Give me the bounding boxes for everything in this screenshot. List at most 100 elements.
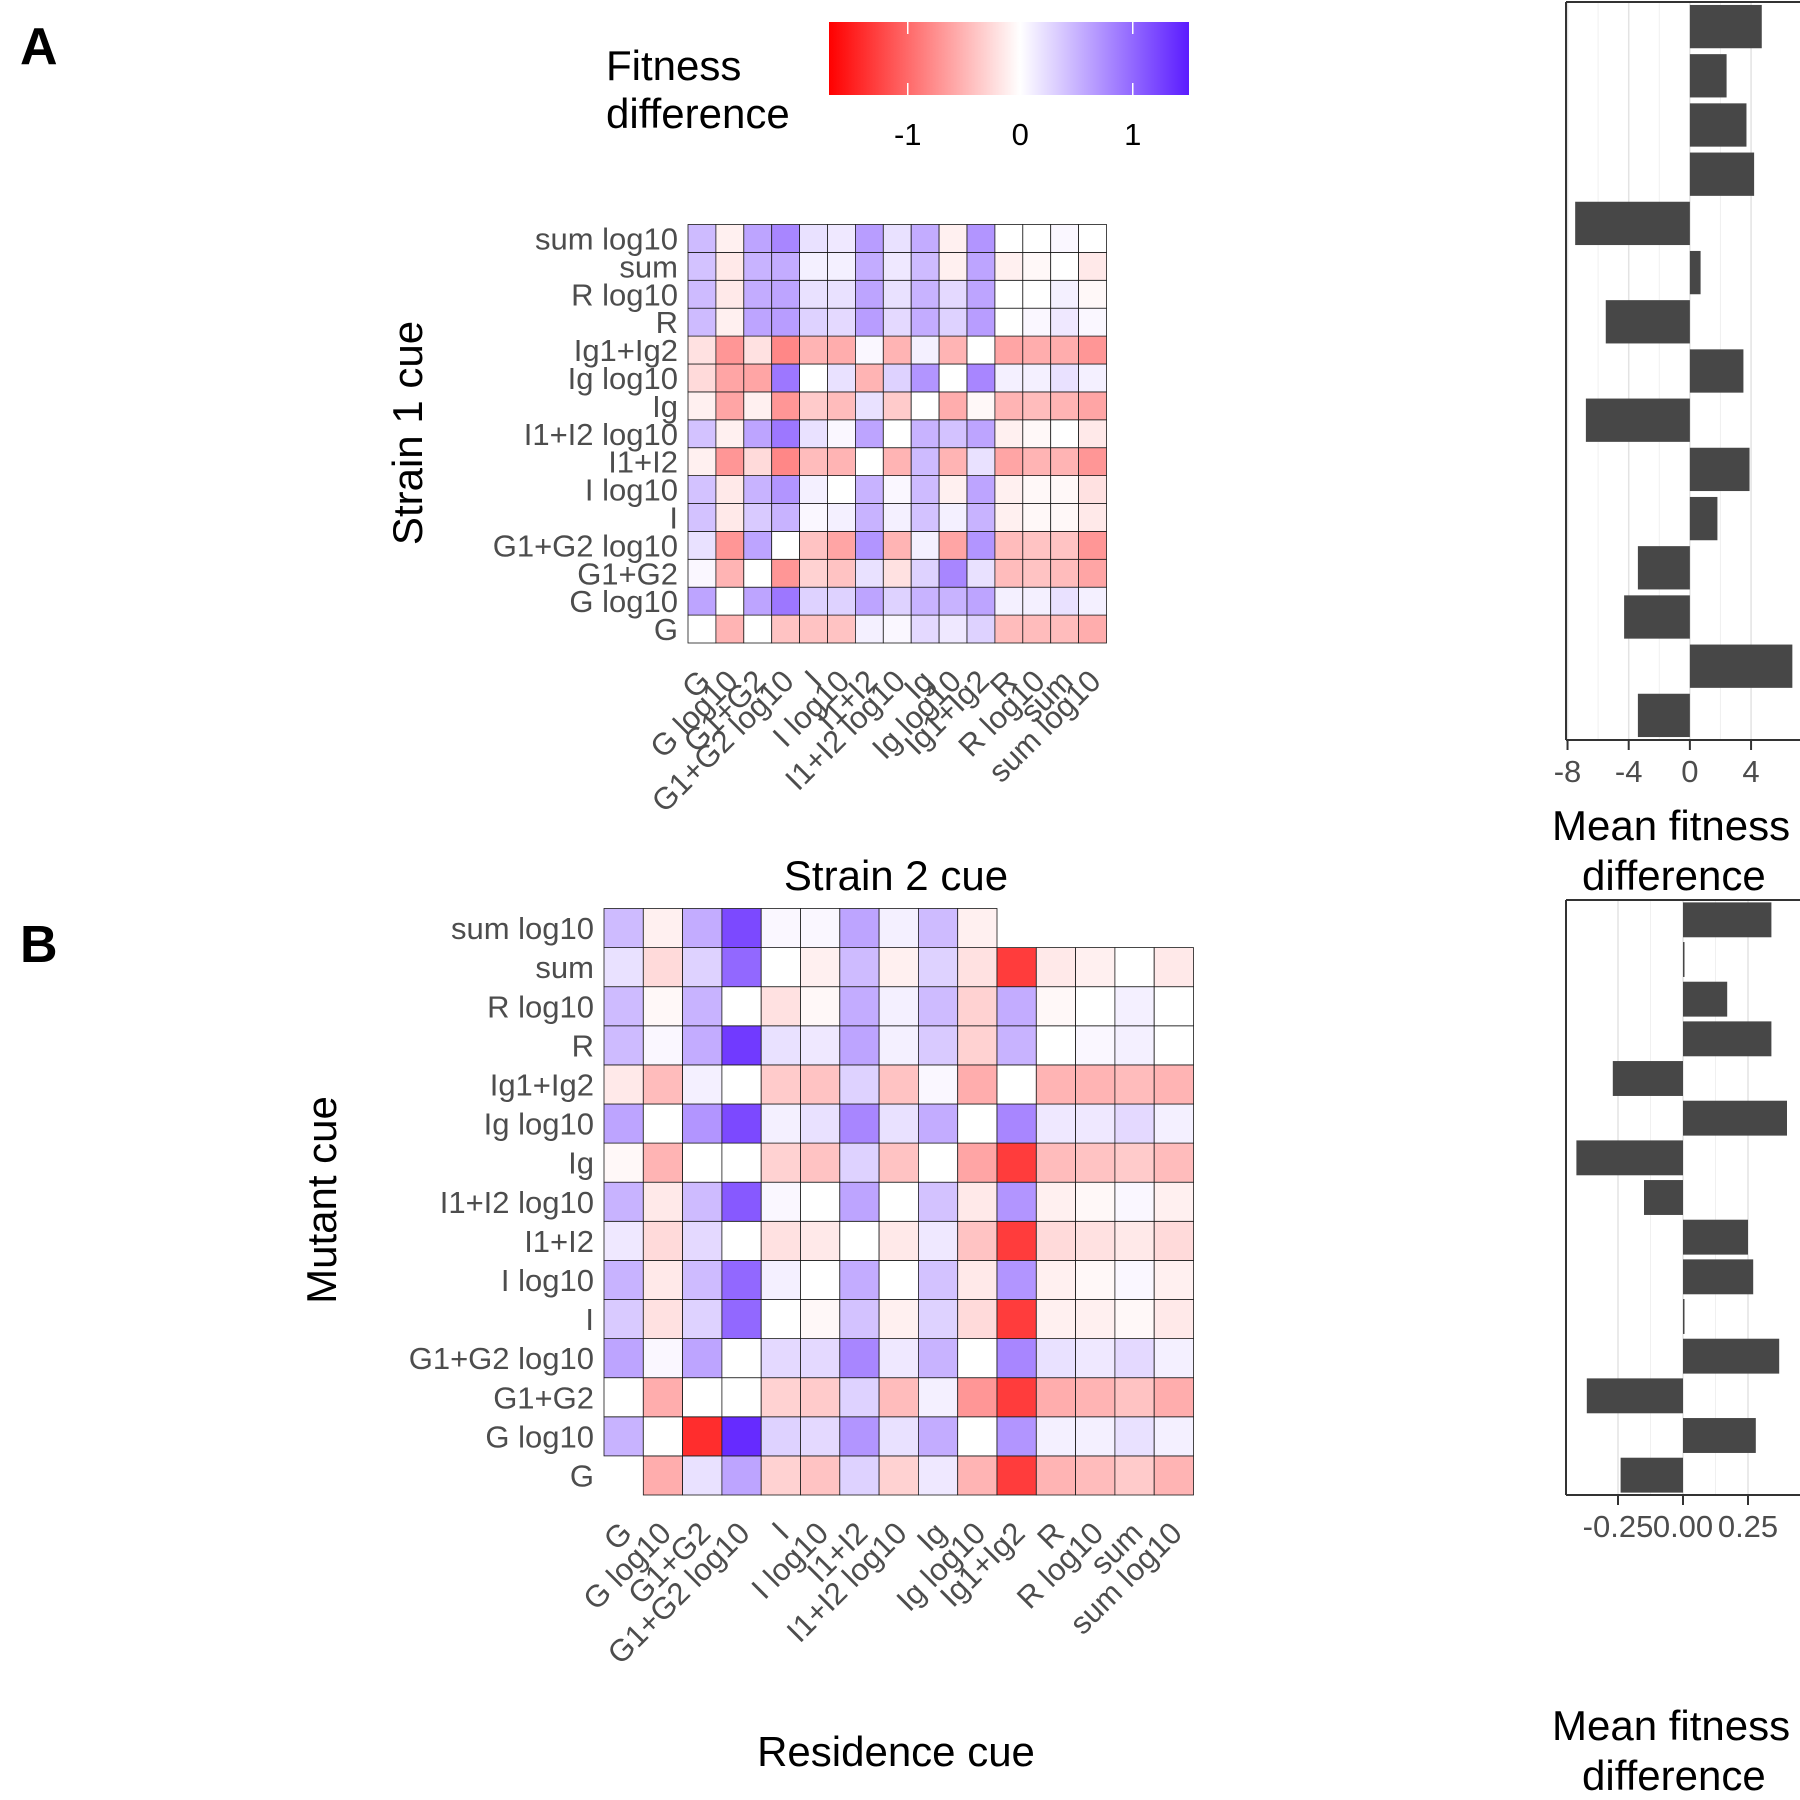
heatmap-cell-g1-g2-g1-g2-log10: [721, 1377, 762, 1418]
heatmap-cell-g1-g2-i: [799, 558, 828, 588]
heatmap-cell-i-log10-g-log10: [642, 1260, 683, 1300]
y-tick-label-sum: sum: [535, 950, 594, 985]
heatmap-cell-i-log10-sum: [1114, 1260, 1155, 1300]
legend-title-line1: Fitness: [606, 42, 741, 89]
heatmap-cell-i-r-log10: [1075, 1299, 1116, 1339]
bar-ig1-ig2: [1612, 1061, 1683, 1096]
heatmap-cell-g1-g2-log10-r-log10: [1022, 531, 1052, 560]
heatmap-cell-ig1-ig2-ig1-ig2: [966, 335, 996, 365]
heatmap-cell-i-r-log10: [1022, 503, 1052, 532]
y-tick-label-i1-i2: I1+I2: [608, 445, 678, 480]
heatmap-cell-ig1-ig2-g-log10: [642, 1064, 683, 1105]
heatmap-cell-sum-r: [994, 251, 1024, 281]
heatmap-cell-ig-ig: [918, 1142, 959, 1183]
heatmap-cell-r-ig1-ig2: [966, 307, 996, 337]
heatmap-cell-g1-g2-log10-i1-i2-log10: [878, 1338, 919, 1379]
heatmap-cell-g-log10-i: [760, 1416, 801, 1457]
heatmap-cell-i-log10-ig: [910, 475, 940, 504]
heatmap-cell-i1-i2-log10-i1-i2-log10: [882, 419, 912, 449]
heatmap-cell-ig-g-log10: [715, 391, 745, 421]
heatmap-cell-i-sum: [1050, 503, 1079, 532]
heatmap-cell-ig-g1-g2: [743, 391, 773, 421]
heatmap-cell-i-ig: [910, 503, 940, 532]
heatmap-cell-g-log10-g: [687, 586, 717, 616]
heatmap-cell-sum-log10-g: [687, 224, 717, 253]
heatmap-cell-sum-i1-i2: [839, 947, 880, 988]
heatmap-cell-g-g1-g2-log10: [771, 614, 801, 644]
heatmap-cell-g1-g2-sum-log10: [1078, 558, 1107, 588]
heatmap-cell-ig-g-log10: [642, 1142, 683, 1183]
y-tick-label-g-log10: G log10: [485, 1419, 594, 1454]
bar-tick-label: -0.25: [1583, 1509, 1654, 1544]
heatmap-cell-ig1-ig2-r-log10: [1022, 335, 1052, 365]
heatmap-cell-i1-i2-ig: [918, 1220, 959, 1261]
heatmap-cell-ig-log10-g1-g2: [682, 1103, 723, 1144]
heatmap-cell-r-g1-g2: [743, 307, 773, 337]
heatmap-cell-i-log10-sum: [1050, 475, 1079, 504]
heatmap-cell-sum-log10-g-log10: [715, 224, 745, 253]
heatmap-cell-i-g-log10: [642, 1299, 683, 1339]
y-tick-label-ig1-ig2: Ig1+Ig2: [490, 1067, 594, 1102]
heatmap-cell-ig-log10-r: [994, 363, 1024, 393]
panel-a-bar-title-line2: difference: [1582, 852, 1766, 899]
heatmap-cell-g-ig: [918, 1455, 959, 1496]
heatmap-cell-g1-g2-sum: [1114, 1377, 1155, 1418]
heatmap-cell-i-i-log10: [800, 1299, 841, 1339]
heatmap-cell-ig-ig-log10: [957, 1142, 998, 1183]
heatmap-cell-i1-i2-log10-g: [603, 1181, 644, 1222]
heatmap-cell-g-sum: [1114, 1455, 1155, 1496]
heatmap-cell-g-r-log10: [1075, 1455, 1116, 1496]
heatmap-cell-r-log10-ig-log10: [957, 986, 998, 1027]
heatmap-cell-g-r: [1035, 1455, 1077, 1496]
panel-a-bar-title-line1: Mean fitness: [1552, 802, 1790, 849]
heatmap-cell-g1-g2-g-log10: [642, 1377, 683, 1418]
bar-ig-log10: [1689, 250, 1701, 295]
heatmap-cell-i1-i2-log10-sum-log10: [1153, 1181, 1194, 1222]
heatmap-cell-g1-g2-r: [994, 558, 1024, 588]
heatmap-cell-g1-g2-ig1-ig2: [996, 1377, 1037, 1418]
heatmap-cell-i-i1-i2-log10: [882, 503, 912, 532]
heatmap-cell-ig-log10-sum: [1114, 1103, 1155, 1144]
heatmap-cell-g-log10-i1-i2: [839, 1416, 880, 1457]
heatmap-cell-i1-i2-log10-ig: [918, 1181, 959, 1222]
heatmap-cell-g1-g2-log10-r: [1035, 1338, 1077, 1379]
heatmap-cell-g1-g2-log10-i1-i2: [839, 1338, 880, 1379]
heatmap-cell-i1-i2-i1-i2: [855, 447, 884, 477]
heatmap-cell-ig1-ig2-sum-log10: [1078, 335, 1107, 365]
heatmap-cell-i1-i2-log10-i1-i2: [839, 1181, 880, 1222]
heatmap-cell-r-g1-g2-log10: [771, 307, 801, 337]
heatmap-cell-i1-i2-g1-g2: [743, 447, 773, 477]
heatmap-cell-i-log10-sum-log10: [1078, 475, 1107, 504]
y-tick-label-r-log10: R log10: [487, 989, 594, 1024]
heatmap-cell-g1-g2-i-log10: [827, 558, 856, 588]
heatmap-cell-g-i: [799, 614, 828, 644]
heatmap-cell-ig1-ig2-sum: [1050, 335, 1079, 365]
y-tick-label-ig: Ig: [652, 389, 678, 424]
heatmap-cell-i-log10-i-log10: [827, 475, 856, 504]
heatmap-cell-i-log10-g: [687, 475, 717, 504]
heatmap-cell-g-log10-g-log10: [642, 1416, 683, 1457]
heatmap-cell-r-g: [687, 307, 717, 337]
heatmap-cell-i-sum: [1114, 1299, 1155, 1339]
legend-tick-label: -1: [894, 117, 922, 152]
heatmap-cell-g-log10-ig-log10: [957, 1416, 998, 1457]
heatmap-cell-ig-log10-sum-log10: [1078, 363, 1107, 393]
heatmap-cell-r-log10-g1-g2: [743, 279, 773, 309]
heatmap-cell-ig1-ig2-r: [1035, 1064, 1077, 1105]
heatmap-cell-i-log10-ig1-ig2: [996, 1260, 1037, 1300]
heatmap-cell-g-log10-sum-log10: [1153, 1416, 1194, 1457]
heatmap-cell-i1-i2-ig: [910, 447, 940, 477]
heatmap-cell-ig-log10-i1-i2: [855, 363, 884, 393]
heatmap-cell-i1-i2-r-log10: [1022, 447, 1052, 477]
bar-g1-g2-log10: [1637, 546, 1690, 590]
heatmap-cell-ig-sum: [1050, 391, 1079, 421]
heatmap-cell-i-g: [603, 1299, 644, 1339]
bar-i1-i2: [1683, 1219, 1748, 1255]
heatmap-cell-g1-g2-ig-log10: [957, 1377, 998, 1418]
heatmap-cell-r-g: [603, 1025, 644, 1066]
bar-i-log10: [1689, 447, 1750, 492]
heatmap-cell-ig-log10-i: [760, 1103, 801, 1144]
heatmap-cell-r-ig-log10: [938, 307, 968, 337]
